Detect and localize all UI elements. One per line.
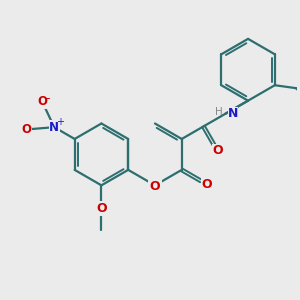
Text: +: + (56, 117, 64, 127)
Text: -: - (45, 92, 50, 105)
Text: O: O (150, 180, 160, 193)
Text: H: H (215, 107, 223, 118)
Text: O: O (96, 202, 107, 215)
Text: O: O (212, 144, 223, 157)
Text: O: O (21, 123, 31, 136)
Text: O: O (37, 95, 47, 108)
Text: N: N (49, 121, 59, 134)
Text: O: O (201, 178, 212, 191)
Text: N: N (228, 107, 238, 120)
